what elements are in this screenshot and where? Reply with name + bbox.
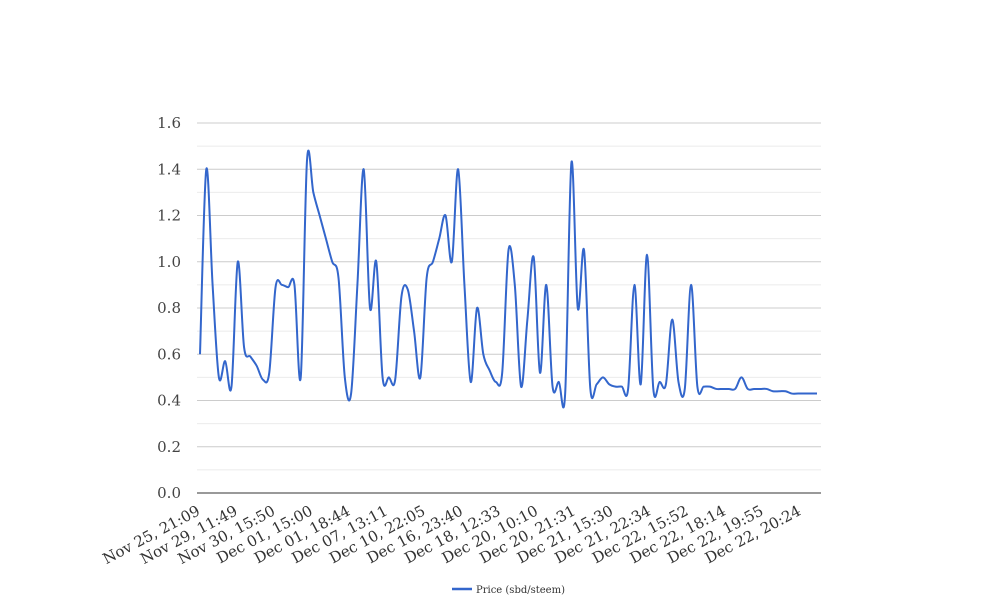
y-tick-label: 0.8 bbox=[157, 299, 181, 317]
y-tick-label: 0.0 bbox=[157, 484, 181, 502]
legend[interactable]: Price (sbd/steem) bbox=[452, 585, 565, 596]
series-line-price bbox=[199, 149, 817, 409]
y-tick-label: 1.4 bbox=[157, 160, 181, 178]
y-tick-label: 0.4 bbox=[157, 392, 181, 410]
y-tick-label: 0.6 bbox=[157, 345, 181, 363]
legend-label-price: Price (sbd/steem) bbox=[476, 585, 565, 596]
y-tick-label: 0.2 bbox=[157, 438, 181, 456]
y-tick-label: 1.2 bbox=[157, 207, 181, 225]
gridlines bbox=[197, 122, 821, 471]
y-tick-label: 1.6 bbox=[157, 114, 181, 132]
y-tick-label: 1.0 bbox=[157, 253, 181, 271]
series-group bbox=[199, 149, 817, 409]
y-axis-ticks: 0.0 0.2 0.4 0.6 0.8 1.0 1.2 1.4 1.6 bbox=[157, 114, 181, 502]
